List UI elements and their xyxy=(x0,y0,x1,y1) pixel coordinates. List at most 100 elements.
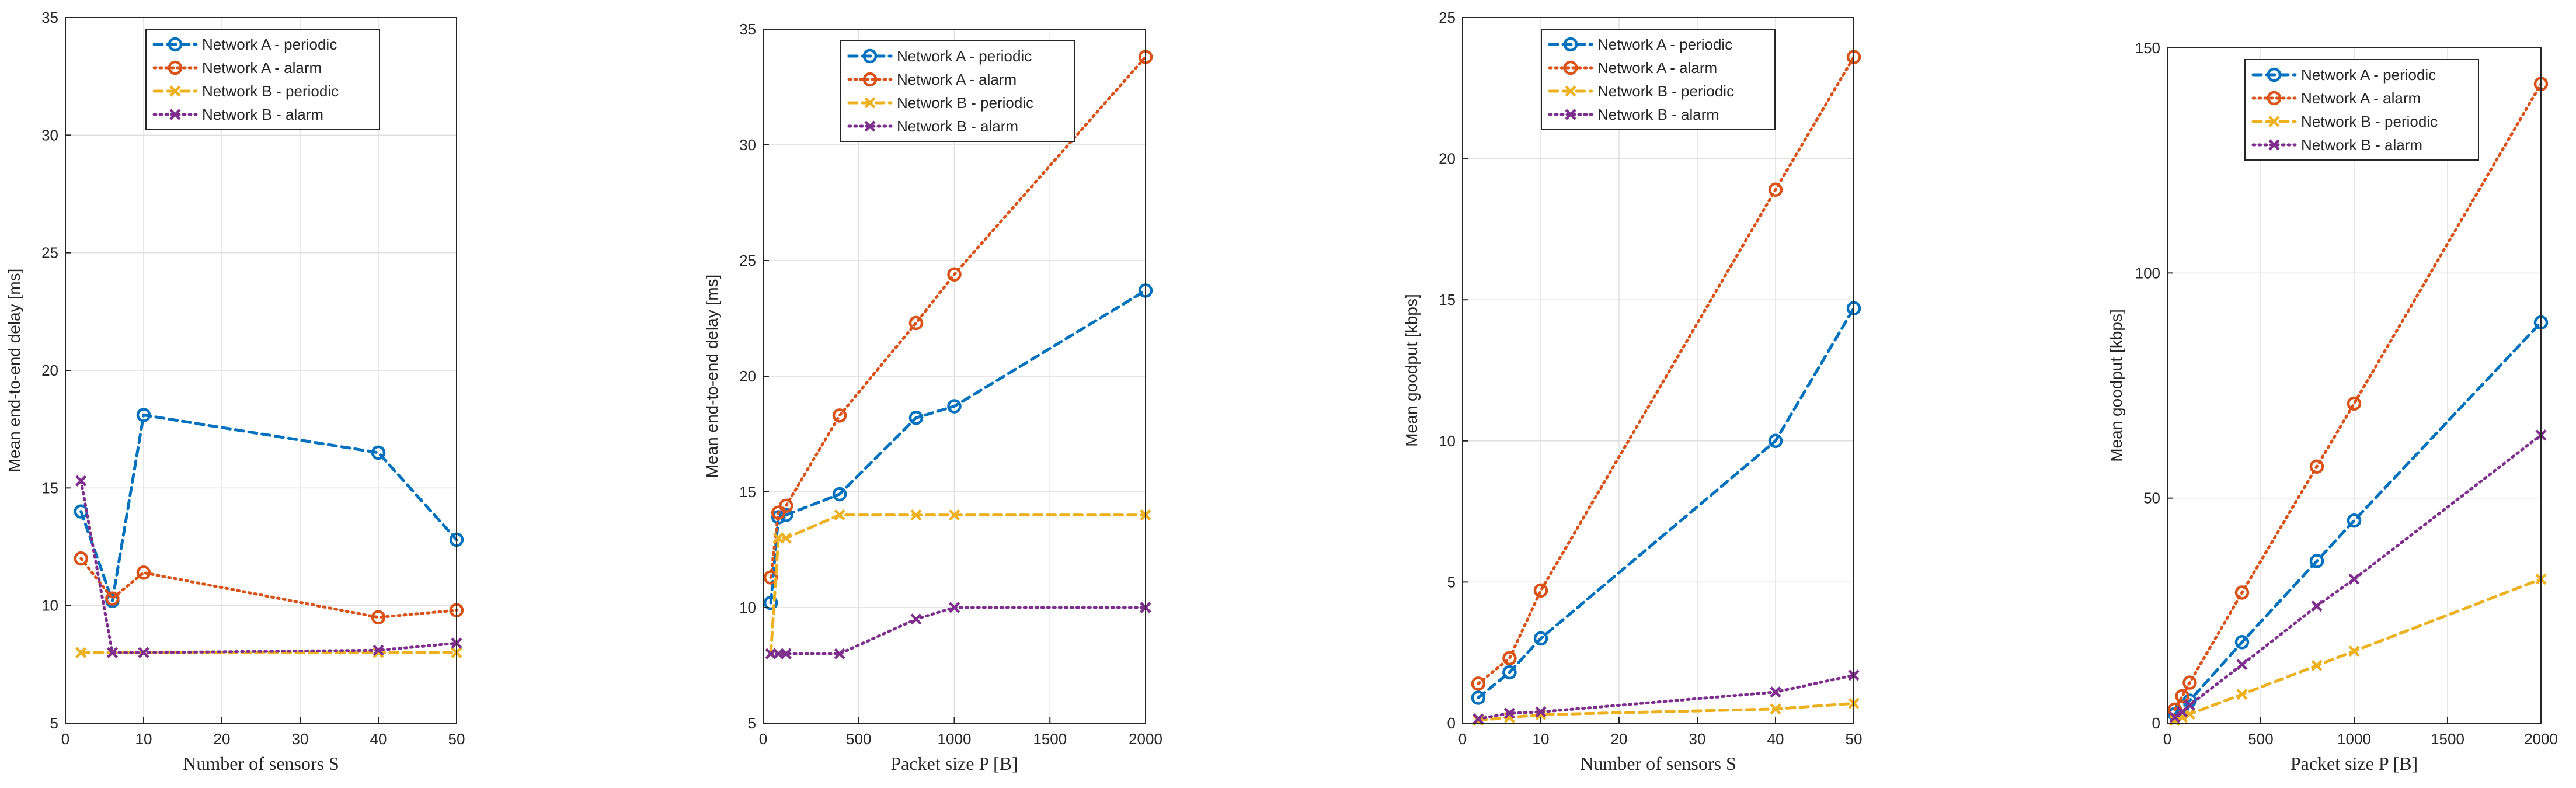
data-point xyxy=(834,648,845,659)
x-tick-label: 40 xyxy=(1767,730,1784,748)
legend-label: Network B - periodic xyxy=(2301,113,2438,130)
y-tick-label: 20 xyxy=(739,367,756,385)
chart-1: 0 10 20 30 40 50 5 10 15 20 25 30 35 Number of sensor… xyxy=(5,9,465,774)
data-point xyxy=(2347,513,2362,528)
data-point xyxy=(75,647,87,658)
x-tick-label: 500 xyxy=(2248,730,2273,748)
legend-box xyxy=(145,29,380,130)
y-tick-label: 25 xyxy=(739,252,756,269)
legend-item: Network B - alarm xyxy=(1548,106,1719,123)
x-tick-label: 20 xyxy=(1611,730,1628,748)
legend-label: Network A - periodic xyxy=(2301,66,2436,84)
y-tick-label: 25 xyxy=(41,244,58,262)
legend-label: Network A - alarm xyxy=(897,71,1017,88)
legend-item: Network B - periodic xyxy=(2251,113,2438,130)
data-point xyxy=(371,445,386,460)
data-point xyxy=(2234,585,2250,600)
x-tick-label: 30 xyxy=(292,730,309,748)
x-tick-label: 30 xyxy=(1689,730,1706,748)
y-axis-label: Mean goodput [kbps] xyxy=(1402,294,1421,447)
data-point xyxy=(2311,659,2323,671)
series-line xyxy=(2173,321,2543,716)
data-point xyxy=(2169,711,2181,723)
data-point xyxy=(1768,182,1783,197)
y-tick-label: 0 xyxy=(2152,714,2160,732)
legend-label: Network B - periodic xyxy=(897,94,1033,112)
y-tick-label: 50 xyxy=(2143,490,2160,507)
x-tick-label: 50 xyxy=(1846,730,1863,748)
legend-item: Network B - alarm xyxy=(2251,136,2422,154)
legend-marker xyxy=(2268,139,2280,151)
data-point xyxy=(771,505,786,520)
legend-marker xyxy=(169,85,181,97)
x-tick-label: 10 xyxy=(1533,730,1550,748)
data-point xyxy=(1770,703,1781,715)
data-point xyxy=(136,408,151,422)
data-point xyxy=(832,487,847,502)
x-tick-label: 1000 xyxy=(2337,730,2371,748)
series-line xyxy=(2173,82,2543,711)
legend-label: Network A - periodic xyxy=(202,36,337,53)
x-tick-label: 1500 xyxy=(2431,730,2464,748)
data-point xyxy=(910,613,922,625)
data-point xyxy=(832,408,847,423)
y-tick-label: 15 xyxy=(739,483,756,501)
series-line xyxy=(79,414,458,603)
legend-item: Network A - periodic xyxy=(847,47,1032,65)
x-tick-label: 0 xyxy=(759,730,767,748)
data-point xyxy=(780,648,792,659)
data-point xyxy=(1471,690,1486,705)
data-point xyxy=(779,508,793,522)
data-point xyxy=(948,509,960,521)
legend-item: Network A - alarm xyxy=(1548,59,1717,77)
data-point xyxy=(2182,675,2197,690)
plot-area xyxy=(1463,18,1854,723)
data-point xyxy=(910,509,922,521)
legend-box xyxy=(840,40,1075,142)
legend-label: Network A - periodic xyxy=(897,47,1032,65)
legend-label: Network A - alarm xyxy=(202,59,322,77)
legend-item: Network B - periodic xyxy=(152,82,339,100)
y-tick-label: 20 xyxy=(41,362,58,379)
x-tick-label: 1000 xyxy=(938,730,972,748)
data-point xyxy=(2311,600,2323,612)
legend-marker xyxy=(864,120,876,132)
legend-box xyxy=(2244,59,2479,161)
legend-marker xyxy=(169,109,181,120)
data-point xyxy=(136,565,151,580)
legend-marker xyxy=(2268,116,2280,127)
axes-box xyxy=(1462,17,1854,724)
legend-label: Network B - alarm xyxy=(202,106,323,123)
legend-marker xyxy=(1563,60,1578,75)
data-point xyxy=(763,595,778,610)
series-line xyxy=(79,557,458,619)
legend-label: Network B - periodic xyxy=(202,82,339,100)
data-point xyxy=(948,602,960,613)
data-point xyxy=(834,509,845,521)
legend-label: Network B - periodic xyxy=(1597,82,1734,100)
x-axis-label: Number of sensors S xyxy=(1580,753,1736,774)
data-point xyxy=(105,591,120,606)
series-line xyxy=(769,55,1147,579)
y-axis-label: Mean end-to-end delay [ms] xyxy=(703,275,721,478)
legend-marker xyxy=(1565,85,1576,97)
data-point xyxy=(2236,689,2248,700)
x-tick-label: 0 xyxy=(1458,730,1467,748)
legend-marker xyxy=(864,97,876,109)
legend-marker xyxy=(862,72,878,87)
legend-item: Network A - periodic xyxy=(1548,36,1732,53)
legend: Network A - periodic Network A - alarm Net… xyxy=(2244,59,2479,161)
x-tick-label: 20 xyxy=(214,730,231,748)
chart-2: 0 500 1000 1500 2000 5 10 15 20 25 30 35 Packet size… xyxy=(703,20,1162,774)
legend-item: Network A - periodic xyxy=(2251,66,2436,84)
data-point xyxy=(2309,554,2324,568)
legend-marker xyxy=(862,48,878,64)
legend-marker xyxy=(168,37,183,52)
y-tick-label: 5 xyxy=(748,714,756,732)
data-point xyxy=(106,647,118,658)
legend-label: Network A - alarm xyxy=(2301,89,2421,107)
legend-marker xyxy=(1565,109,1576,120)
legend-label: Network B - alarm xyxy=(1597,106,1719,123)
y-tick-label: 15 xyxy=(41,479,58,497)
